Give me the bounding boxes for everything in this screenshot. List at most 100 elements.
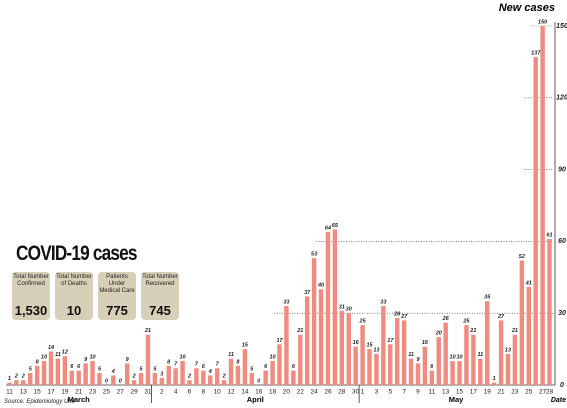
bar	[540, 26, 545, 385]
bar	[21, 380, 26, 385]
stat-label: Total Number Recovered	[142, 274, 178, 287]
x-tick-label: 23	[89, 389, 97, 396]
bar	[436, 337, 441, 385]
x-tick-label: 22	[297, 389, 305, 396]
value-label: 64	[325, 225, 331, 231]
bar	[415, 363, 421, 385]
value-label: 52	[519, 254, 525, 260]
bar	[471, 334, 476, 385]
value-label: 6	[70, 364, 74, 370]
bar	[76, 370, 81, 385]
bar	[388, 344, 393, 385]
x-tick-label: 15	[456, 389, 464, 396]
bar	[166, 365, 171, 385]
bar	[83, 363, 88, 385]
value-label: 6	[264, 364, 268, 370]
bar	[221, 380, 227, 385]
value-label: 16	[353, 340, 360, 346]
value-label: 1	[8, 376, 11, 382]
x-tick-label: 13	[442, 389, 450, 396]
value-label: 5	[29, 366, 33, 372]
stat-box: Total Number Recovered 745	[141, 272, 179, 320]
y-tick-label: 30	[558, 310, 566, 317]
value-label: 7	[195, 362, 199, 368]
value-label: 61	[546, 232, 552, 238]
value-label: 2	[132, 374, 136, 380]
bar	[277, 344, 282, 385]
stat-label: Total Number Confirmed	[13, 274, 49, 287]
bar	[152, 373, 158, 385]
value-label: 10	[456, 355, 462, 361]
bar	[547, 239, 552, 385]
x-tick-label: 23	[511, 389, 519, 396]
summary-panel: COVID-19 cases Total Number Confirmed 1,5…	[12, 242, 197, 320]
stat-boxes: Total Number Confirmed 1,530 Total Number…	[12, 272, 197, 320]
bar	[291, 370, 296, 385]
value-label: 5	[153, 366, 157, 372]
value-label: 41	[525, 280, 532, 286]
value-label: 2	[187, 374, 191, 380]
value-label: 0	[105, 378, 108, 384]
value-label: 3	[160, 371, 163, 377]
bar	[443, 322, 448, 385]
bar	[353, 346, 358, 385]
stat-box: Patients Under Medical Care 775	[98, 272, 136, 320]
x-tick-label: 19	[484, 389, 492, 396]
x-tick-label: 20	[283, 389, 291, 396]
bar	[228, 358, 234, 385]
bar	[263, 370, 268, 385]
value-label: 6	[202, 364, 206, 370]
value-label: 25	[462, 319, 470, 325]
x-tick-label: 21	[75, 389, 83, 396]
bar	[381, 306, 386, 385]
bar	[159, 377, 165, 385]
value-label: 10	[89, 355, 95, 361]
stat-label: Total Number of Deaths	[56, 274, 92, 287]
value-label: 16	[422, 340, 429, 346]
value-label: 10	[41, 355, 47, 361]
value-label: 65	[332, 223, 339, 229]
bar	[90, 361, 95, 385]
bar	[270, 361, 275, 385]
bar	[180, 361, 185, 385]
x-tick-label: 18	[269, 389, 277, 396]
bar	[478, 358, 483, 385]
stat-value: 10	[66, 303, 82, 318]
x-tick-label: 5	[388, 389, 392, 396]
value-label: 11	[228, 352, 234, 358]
x-tick-label: 25	[525, 389, 533, 396]
value-label: 10	[450, 355, 456, 361]
value-label: 5	[98, 366, 102, 372]
value-label: 5	[250, 366, 254, 372]
y-tick-label: 90	[558, 166, 566, 173]
value-label: 33	[380, 299, 386, 305]
bar	[298, 334, 303, 385]
value-label: 0	[119, 378, 122, 384]
x-tick-label: 12	[227, 389, 235, 396]
bar	[401, 320, 407, 385]
value-label: 137	[531, 51, 541, 57]
x-axis-label: Date	[551, 397, 566, 404]
panel-title: COVID-19 cases	[16, 242, 137, 265]
x-tick-label: 27	[117, 389, 125, 396]
y-tick-label: 120	[556, 95, 567, 102]
bar	[284, 306, 289, 385]
x-tick-label: 27	[539, 389, 547, 396]
x-tick-label: 6	[188, 389, 192, 396]
source-note: Source: Epidemiology Unit	[4, 399, 75, 405]
x-tick-label: 24	[311, 389, 319, 396]
x-tick-label: 2	[160, 389, 164, 396]
stat-label: Patients Under Medical Care	[99, 274, 135, 294]
value-label: 1	[493, 376, 496, 382]
value-label: 9	[416, 357, 420, 363]
value-label: 13	[373, 347, 379, 353]
bar	[145, 334, 151, 385]
bar	[208, 375, 213, 385]
bar	[41, 361, 47, 385]
bar	[505, 353, 511, 385]
x-tick-label: 28	[546, 389, 554, 396]
bar	[111, 375, 116, 385]
value-label: 2	[21, 374, 25, 380]
